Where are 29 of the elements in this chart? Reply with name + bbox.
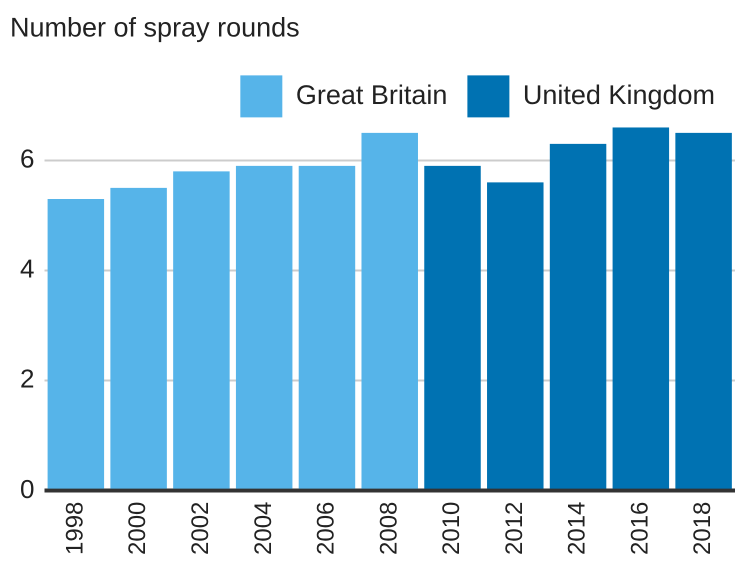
x-tick-label: 2016 (626, 502, 654, 555)
bar (550, 144, 606, 489)
bar (487, 182, 544, 489)
legend-label: Great Britain (296, 80, 448, 110)
x-tick-label: 2006 (312, 502, 340, 555)
y-tick-label: 2 (20, 364, 34, 394)
chart-title: Number of spray rounds (10, 12, 300, 43)
bar (361, 132, 418, 489)
x-tick-label: 2008 (375, 502, 402, 555)
bar (48, 198, 104, 489)
bar (675, 132, 732, 489)
x-tick-label: 2000 (124, 502, 152, 555)
x-tick-label: 2014 (564, 502, 591, 555)
legend-label: United Kingdom (522, 80, 716, 110)
bar (110, 188, 167, 489)
x-tick-label: 2004 (250, 502, 277, 555)
y-tick-label: 4 (20, 254, 34, 284)
x-tick-label: 2012 (500, 502, 528, 555)
y-tick-label: 6 (20, 144, 34, 174)
bar (173, 171, 230, 489)
y-tick-label: 0 (20, 474, 34, 504)
bar (236, 166, 292, 489)
bar (298, 166, 356, 489)
bar (424, 166, 481, 489)
bar (612, 127, 670, 489)
x-tick-label: 2018 (689, 502, 716, 555)
x-tick-label: 2010 (438, 502, 466, 555)
x-tick-label: 2002 (187, 502, 214, 555)
x-tick-label: 1998 (61, 502, 88, 555)
